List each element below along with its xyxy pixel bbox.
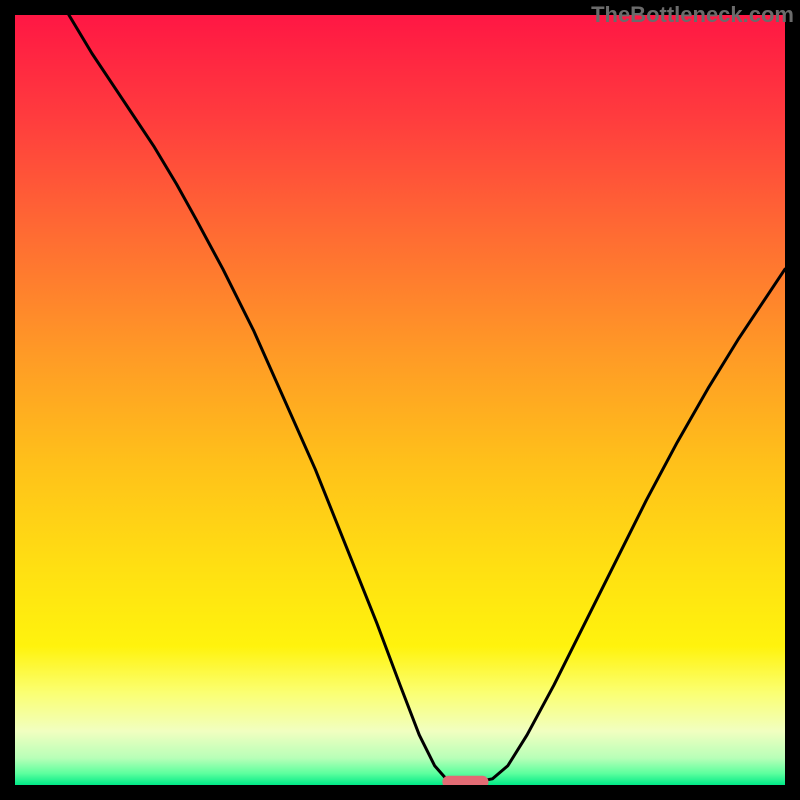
plot-area <box>15 15 785 785</box>
gradient-background <box>15 15 785 785</box>
plot-svg <box>15 15 785 785</box>
chart-container: TheBottleneck.com <box>0 0 800 800</box>
attribution-text: TheBottleneck.com <box>591 2 794 28</box>
optimal-marker <box>442 776 488 785</box>
